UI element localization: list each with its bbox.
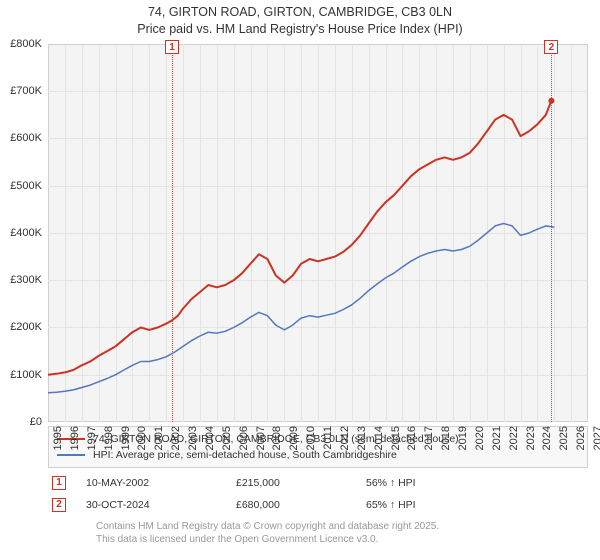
x-tick-label: 2020 <box>474 426 486 456</box>
x-tick-label: 2012 <box>339 426 351 456</box>
x-tick-label: 2024 <box>541 426 553 456</box>
x-tick-label: 2002 <box>170 426 182 456</box>
x-tick-label: 2022 <box>508 426 520 456</box>
sale-row-hpi: 65% ↑ HPI <box>366 499 416 511</box>
x-tick-label: 2001 <box>153 426 165 456</box>
x-tick-label: 2005 <box>221 426 233 456</box>
x-tick-label: 1998 <box>103 426 115 456</box>
sale-marker-box: 2 <box>544 40 558 54</box>
chart-container: 74, GIRTON ROAD, GIRTON, CAMBRIDGE, CB3 … <box>0 0 600 560</box>
x-tick-label: 2017 <box>423 426 435 456</box>
x-tick-label: 2018 <box>440 426 452 456</box>
x-tick-label: 2006 <box>238 426 250 456</box>
footer-line-1: Contains HM Land Registry data © Crown c… <box>96 520 588 533</box>
line-series-hpi <box>48 223 554 392</box>
x-tick-label: 1999 <box>120 426 132 456</box>
sale-row-price: £680,000 <box>236 499 366 511</box>
price-series-endpoint <box>548 97 554 103</box>
line-series-svg <box>48 44 588 422</box>
y-tick-label: £500K <box>0 180 42 192</box>
x-tick-label: 2025 <box>558 426 570 456</box>
x-tick-label: 2027 <box>592 426 600 456</box>
x-tick-label: 2000 <box>136 426 148 456</box>
footer: Contains HM Land Registry data © Crown c… <box>96 520 588 546</box>
sale-row-hpi: 56% ↑ HPI <box>366 477 416 489</box>
x-tick-label: 2004 <box>204 426 216 456</box>
x-tick-label: 2008 <box>271 426 283 456</box>
x-tick-label: 2026 <box>575 426 587 456</box>
x-tick-label: 2016 <box>406 426 418 456</box>
title-block: 74, GIRTON ROAD, GIRTON, CAMBRIDGE, CB3 … <box>0 0 600 38</box>
x-tick-label: 2021 <box>491 426 503 456</box>
x-tick-label: 2010 <box>305 426 317 456</box>
y-tick-label: £0 <box>0 416 42 428</box>
sale-marker-box: 1 <box>165 40 179 54</box>
x-tick-label: 2011 <box>322 426 334 456</box>
x-tick-label: 2009 <box>288 426 300 456</box>
y-tick-label: £200K <box>0 321 42 333</box>
sale-row-date: 10-MAY-2002 <box>86 477 236 489</box>
y-tick-label: £700K <box>0 85 42 97</box>
sale-row-price: £215,000 <box>236 477 366 489</box>
sale-row-date: 30-OCT-2024 <box>86 499 236 511</box>
sale-row-marker: 2 <box>52 498 66 512</box>
x-tick-label: 1997 <box>86 426 98 456</box>
x-tick-label: 2013 <box>356 426 368 456</box>
sale-row: 2 30-OCT-2024£680,00065% ↑ HPI <box>48 498 588 512</box>
x-tick-label: 2019 <box>457 426 469 456</box>
line-series-price <box>48 100 551 374</box>
sale-row-marker: 1 <box>52 476 66 490</box>
y-tick-label: £800K <box>0 38 42 50</box>
x-tick-label: 2003 <box>187 426 199 456</box>
footer-line-2: This data is licensed under the Open Gov… <box>96 533 588 546</box>
sale-row: 1 10-MAY-2002£215,00056% ↑ HPI <box>48 476 588 490</box>
y-tick-label: £100K <box>0 369 42 381</box>
x-tick-label: 1995 <box>52 426 64 456</box>
x-tick-label: 2014 <box>373 426 385 456</box>
y-tick-label: £400K <box>0 227 42 239</box>
x-tick-label: 1996 <box>69 426 81 456</box>
y-tick-label: £600K <box>0 132 42 144</box>
x-tick-label: 2015 <box>390 426 402 456</box>
x-tick-label: 2007 <box>255 426 267 456</box>
y-tick-label: £300K <box>0 274 42 286</box>
title-line-1: 74, GIRTON ROAD, GIRTON, CAMBRIDGE, CB3 … <box>0 4 600 21</box>
plot-area: £0£100K£200K£300K£400K£500K£600K£700K£80… <box>48 44 588 422</box>
x-tick-label: 2023 <box>525 426 537 456</box>
title-line-2: Price paid vs. HM Land Registry's House … <box>0 21 600 38</box>
